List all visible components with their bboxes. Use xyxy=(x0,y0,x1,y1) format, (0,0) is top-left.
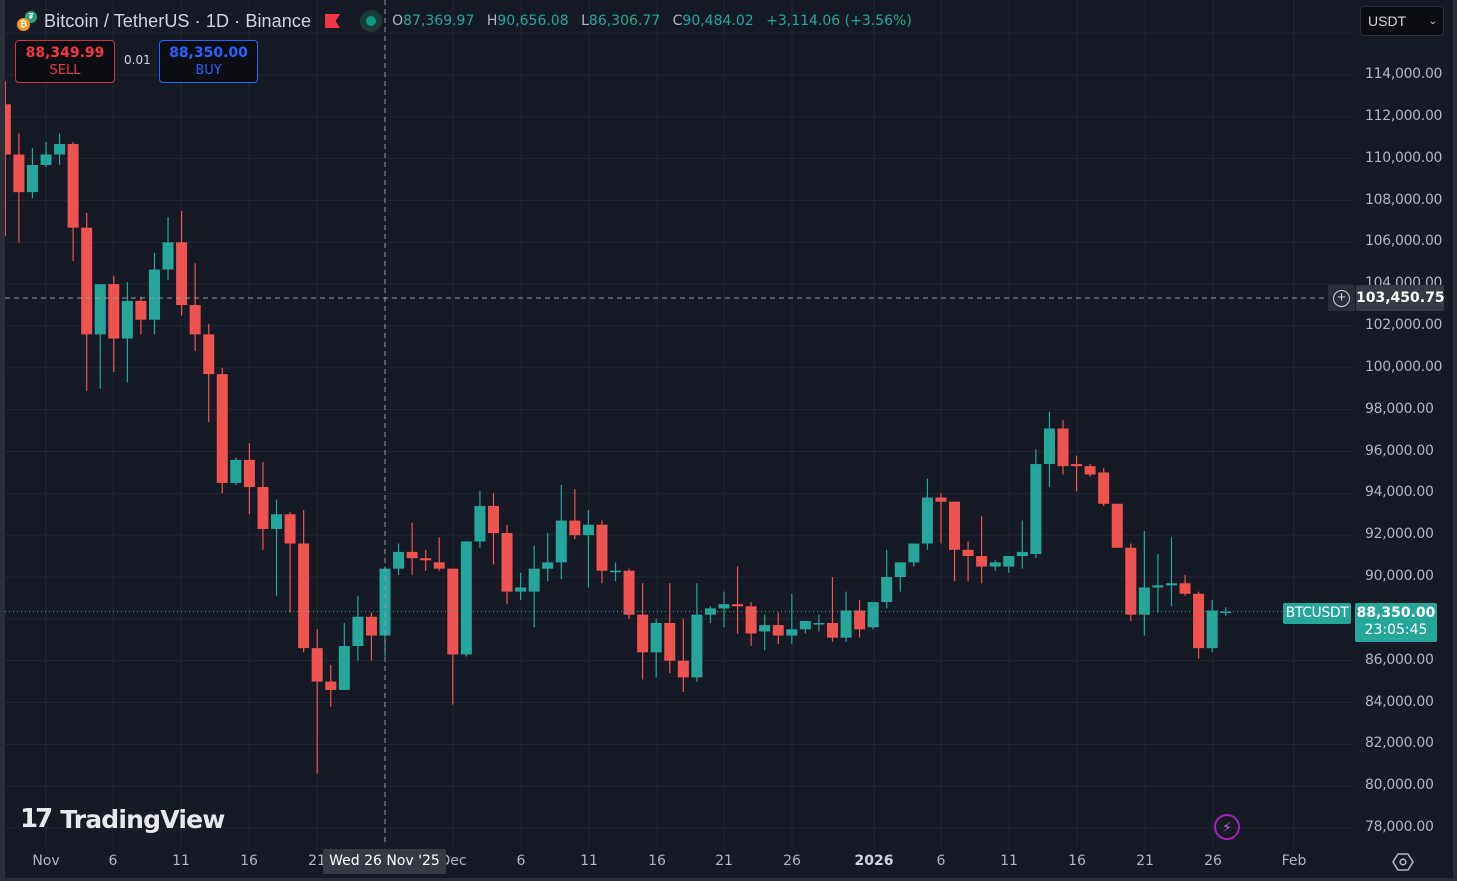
price-axis-label: 98,000.00 xyxy=(1365,400,1434,417)
time-axis-label: Nov xyxy=(32,853,60,869)
chevron-down-icon: ⌄ xyxy=(1428,15,1437,27)
market-open-dot-icon xyxy=(360,10,383,32)
time-axis-label: 11 xyxy=(580,853,598,869)
price-axis-label: 94,000.00 xyxy=(1365,484,1434,501)
candlestick-series xyxy=(0,81,1232,774)
price-axis-label: 92,000.00 xyxy=(1365,526,1434,543)
sell-price: 88,349.99 xyxy=(25,45,105,61)
price-axis-label: 110,000.00 xyxy=(1365,149,1443,166)
time-axis-label: 16 xyxy=(1068,853,1086,869)
lightning-icon[interactable]: ⚡ xyxy=(1214,814,1240,840)
grid-lines xyxy=(5,0,1352,846)
coin-pair-icons: ₮ ₿ xyxy=(16,9,40,33)
buy-price: 88,350.00 xyxy=(169,45,248,61)
change-value: +3,114.06 (+3.56%) xyxy=(766,13,912,29)
tradingview-logo[interactable]: 17 TradingView xyxy=(20,804,225,834)
last-price-value: 88,350.00 xyxy=(1356,605,1436,621)
low-value: 86,306.77 xyxy=(588,13,661,29)
right-border xyxy=(1453,0,1457,881)
price-axis-label: 106,000.00 xyxy=(1365,233,1443,250)
high-label: H xyxy=(486,13,498,29)
time-axis-label: 16 xyxy=(648,853,666,869)
plus-circle-icon: + xyxy=(1333,289,1350,307)
time-axis-label: Feb xyxy=(1281,853,1307,869)
time-axis-label: 26 xyxy=(1204,853,1222,869)
time-axis-label: 2026 xyxy=(854,853,894,869)
left-border xyxy=(0,0,5,881)
price-axis-label: 102,000.00 xyxy=(1365,317,1443,333)
price-axis-label: 86,000.00 xyxy=(1365,651,1434,668)
spread-value: 0.01 xyxy=(124,53,151,67)
price-axis-label: 82,000.00 xyxy=(1365,735,1434,752)
price-axis-label: 108,000.00 xyxy=(1365,191,1443,208)
price-axis-label: 112,000.00 xyxy=(1365,107,1443,124)
sell-label: SELL xyxy=(49,63,81,78)
open-label: O xyxy=(392,13,404,29)
ohlc-legend: O87,369.97 H90,656.08 L86,306.77 C90,484… xyxy=(392,13,920,29)
crosshair-price-label: 103,450.75 xyxy=(1356,285,1445,311)
currency-value: USDT xyxy=(1368,13,1407,29)
tradingview-logo-text: TradingView xyxy=(60,804,225,834)
symbol-title[interactable]: Bitcoin / TetherUS · 1D · Binance xyxy=(44,10,312,31)
price-axis-label: 114,000.00 xyxy=(1365,66,1443,82)
buy-button[interactable]: 88,350.00 BUY xyxy=(159,40,258,83)
time-axis-label: 26 xyxy=(783,853,801,869)
price-axis-label: 100,000.00 xyxy=(1365,358,1443,375)
crosshair-date-label: Wed 26 Nov '25 xyxy=(323,849,446,874)
time-axis-label: 6 xyxy=(516,853,526,869)
red-flag-icon[interactable] xyxy=(325,14,341,28)
time-axis-label: 16 xyxy=(240,853,258,869)
close-label: C xyxy=(672,13,683,29)
time-axis-label: Dec xyxy=(439,853,467,869)
symbol-price-tag: BTCUSDT xyxy=(1283,603,1351,624)
tradingview-logo-mark-icon: 17 xyxy=(20,804,53,834)
time-axis-label: 6 xyxy=(108,853,118,869)
buy-label: BUY xyxy=(195,63,222,78)
price-axis-label: 96,000.00 xyxy=(1365,442,1434,459)
time-axis-label: 21 xyxy=(1136,853,1154,869)
price-axis-label: 78,000.00 xyxy=(1365,819,1434,835)
bitcoin-coin-icon: ₿ xyxy=(17,18,30,31)
time-axis-label: 6 xyxy=(936,853,946,869)
time-axis-label: 21 xyxy=(715,853,733,869)
time-axis-label: 21 xyxy=(308,853,326,869)
currency-selector[interactable]: USDT ⌄ xyxy=(1360,6,1444,36)
sell-button[interactable]: 88,349.99 SELL xyxy=(15,40,115,83)
time-axis-label: 11 xyxy=(1000,853,1018,869)
add-alert-button[interactable]: + xyxy=(1328,285,1355,311)
open-value: 87,369.97 xyxy=(403,13,475,29)
bar-countdown: 23:05:45 xyxy=(1364,622,1428,638)
bottom-border xyxy=(0,878,1457,881)
low-label: L xyxy=(581,13,589,29)
symbol-header: ₮ ₿ Bitcoin / TetherUS · 1D · Binance O8… xyxy=(16,8,920,34)
settings-gear-icon[interactable] xyxy=(1392,851,1414,873)
price-axis-label: 90,000.00 xyxy=(1365,568,1434,584)
close-value: 90,484.02 xyxy=(682,13,754,29)
high-value: 90,656.08 xyxy=(497,13,569,29)
price-axis-label: 84,000.00 xyxy=(1365,693,1434,710)
crosshair-lines xyxy=(5,0,1328,846)
last-price-tag: 88,350.00 23:05:45 xyxy=(1355,603,1437,642)
price-axis-label: 80,000.00 xyxy=(1365,777,1434,794)
time-axis-label: 11 xyxy=(172,853,190,869)
